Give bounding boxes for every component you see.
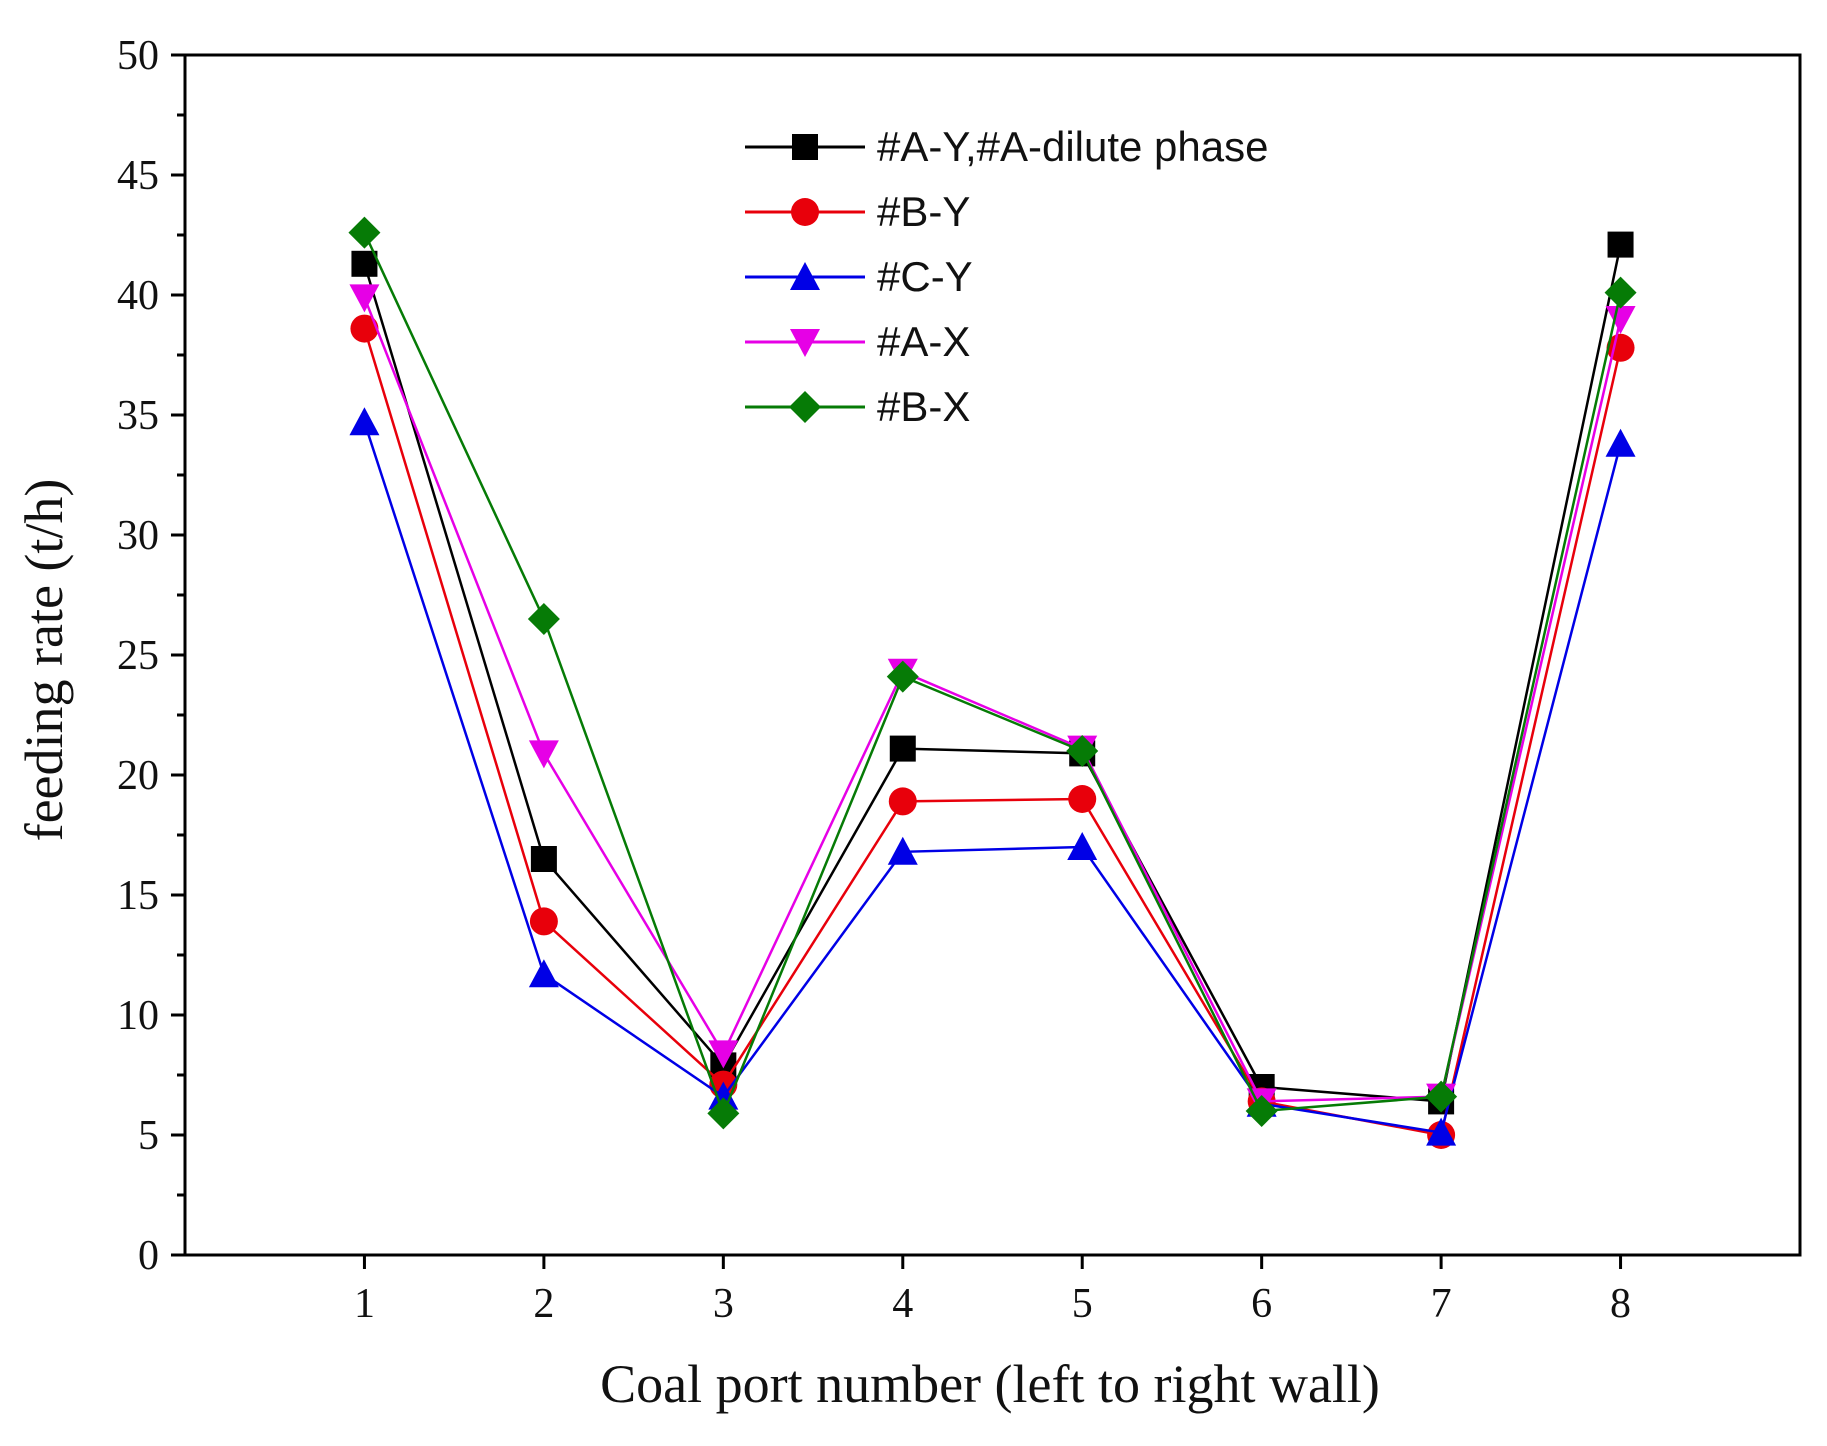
data-point xyxy=(1604,276,1637,309)
y-tick-label: 20 xyxy=(117,753,159,799)
legend-marker xyxy=(790,329,820,357)
x-axis-title: Coal port number (left to right wall) xyxy=(600,1354,1380,1414)
legend-marker xyxy=(789,391,821,423)
data-point xyxy=(528,740,559,769)
y-tick-label: 40 xyxy=(117,273,159,319)
data-point xyxy=(349,407,380,436)
legend-item: #B-X xyxy=(745,383,970,430)
x-tick-label: 5 xyxy=(1072,1281,1093,1327)
y-tick-label: 30 xyxy=(117,513,159,559)
series-4 xyxy=(349,284,1636,1117)
data-point xyxy=(707,1097,740,1130)
x-tick-label: 4 xyxy=(892,1281,913,1327)
y-tick-label: 5 xyxy=(138,1113,159,1159)
y-tick-label: 25 xyxy=(117,633,159,679)
series-line xyxy=(363,328,1622,1137)
legend: #A-Y,#A-dilute phase #B-Y #C-Y #A-X #B-X xyxy=(745,123,1269,430)
y-tick-label: 15 xyxy=(117,873,159,919)
legend-label: #A-Y,#A-dilute phase xyxy=(877,123,1269,170)
legend-marker xyxy=(792,134,818,160)
data-point xyxy=(889,735,916,762)
legend-item: #C-Y xyxy=(745,253,973,300)
legend-label: #A-X xyxy=(877,318,970,365)
x-tick-label: 8 xyxy=(1610,1281,1631,1327)
y-tick-label: 0 xyxy=(138,1233,159,1279)
data-point xyxy=(529,907,558,936)
series-3 xyxy=(349,407,1636,1146)
data-point xyxy=(348,216,381,249)
x-tick-label: 7 xyxy=(1431,1281,1452,1327)
y-tick-label: 35 xyxy=(117,393,159,439)
y-tick-label: 10 xyxy=(117,993,159,1039)
legend-marker xyxy=(791,198,819,226)
legend-item: #A-X xyxy=(745,318,970,365)
x-tick-label: 1 xyxy=(354,1281,375,1327)
legend-marker xyxy=(790,262,820,290)
data-point xyxy=(1067,832,1098,860)
data-point xyxy=(1245,1095,1278,1127)
data-point xyxy=(1068,785,1097,813)
data-point xyxy=(1426,1117,1457,1146)
data-point xyxy=(1425,1080,1458,1113)
x-tick-label: 3 xyxy=(713,1281,734,1327)
x-axis: 1 2 3 4 5 6 7 8 xyxy=(354,1255,1631,1327)
data-point xyxy=(887,836,918,865)
data-point xyxy=(1066,735,1099,767)
data-point xyxy=(888,787,917,816)
x-tick-label: 2 xyxy=(533,1281,554,1327)
data-point xyxy=(527,603,560,635)
series-line xyxy=(363,232,1622,1117)
data-point xyxy=(708,1081,739,1110)
y-tick-label: 50 xyxy=(117,33,159,79)
x-tick-label: 6 xyxy=(1251,1281,1272,1327)
data-point xyxy=(349,284,380,313)
plot-frame xyxy=(183,53,1802,1257)
data-point xyxy=(1605,306,1636,334)
data-point xyxy=(530,846,557,872)
y-axis: 0 5 10 15 20 25 30 35 40 45 50 xyxy=(117,33,185,1279)
data-point xyxy=(886,660,919,693)
data-point xyxy=(350,314,379,343)
data-point xyxy=(1605,428,1636,457)
series-layer xyxy=(348,216,1637,1149)
legend-label: #B-X xyxy=(877,383,970,430)
data-point xyxy=(708,1040,739,1069)
series-line xyxy=(363,296,1622,1103)
legend-item: #A-Y,#A-dilute phase xyxy=(745,123,1269,170)
data-point xyxy=(1607,231,1634,258)
legend-label: #C-Y xyxy=(877,253,973,300)
legend-label: #B-Y xyxy=(877,188,970,235)
data-point xyxy=(528,959,559,988)
series-2 xyxy=(350,314,1635,1149)
y-axis-title: feeding rate (t/h) xyxy=(14,479,74,842)
series-line xyxy=(363,244,1622,1103)
data-point xyxy=(351,250,378,277)
y-tick-label: 45 xyxy=(117,153,159,199)
legend-item: #B-Y xyxy=(745,188,970,235)
series-line xyxy=(363,421,1622,1135)
series-5 xyxy=(348,216,1637,1130)
plot-area xyxy=(183,53,1802,1257)
